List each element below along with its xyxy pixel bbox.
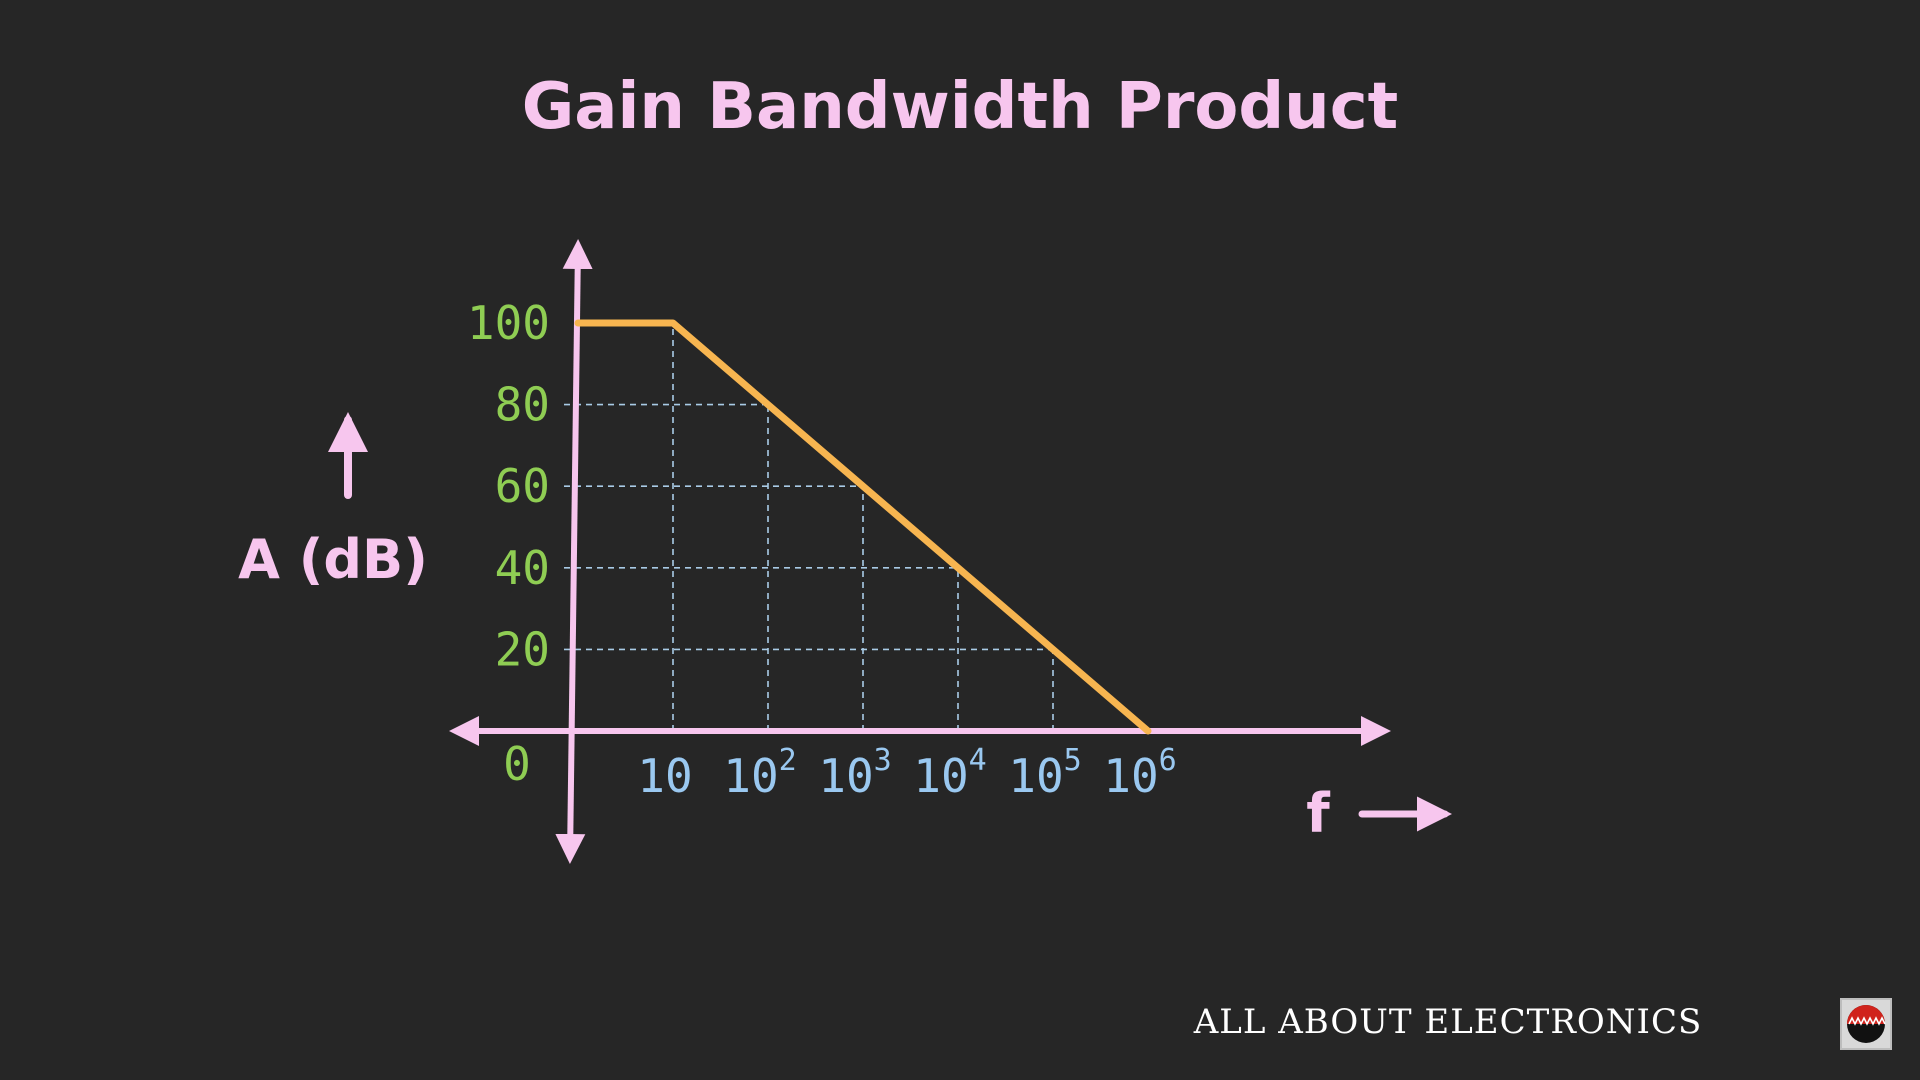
curve-point-6 — [1052, 648, 1054, 650]
x-tick-label-5: 105 — [1008, 743, 1081, 803]
y-tick-label-60: 60 — [495, 459, 550, 513]
brand-text: ALL ABOUT ELECTRONICS — [1193, 1002, 1703, 1042]
x-tick-label-6: 106 — [1103, 743, 1176, 803]
curve-point-1 — [577, 322, 579, 324]
x-tick-label-2: 102 — [723, 743, 796, 803]
curve-point-3 — [767, 404, 769, 406]
x-tick-label-3: 103 — [818, 743, 891, 803]
y-tick-label-40: 40 — [495, 541, 550, 595]
x-tick-label-1: 10 — [637, 749, 692, 803]
sine-wave-logo-icon — [1840, 998, 1892, 1050]
origin-label: 0 — [503, 737, 531, 791]
x-tick-labels: 10 102 103 104 105 106 — [637, 743, 1176, 803]
chart-title: Gain Bandwidth Product — [522, 70, 1399, 144]
curve-point-7 — [1147, 730, 1149, 732]
x-tick-label-4: 104 — [913, 743, 986, 803]
y-tick-labels: 20 40 60 80 100 — [467, 296, 550, 676]
grid-guides — [564, 323, 1054, 731]
y-tick-label-100: 100 — [467, 296, 550, 350]
y-tick-label-20: 20 — [495, 622, 550, 676]
curve-point-2 — [672, 322, 674, 324]
y-tick-label-80: 80 — [495, 378, 550, 432]
gain-curve — [574, 319, 1152, 735]
y-axis-line — [555, 239, 593, 864]
curve-point-5 — [957, 567, 959, 569]
y-axis-label: A (dB) — [238, 528, 428, 591]
x-axis-label: f — [1306, 782, 1330, 845]
curve-point-4 — [862, 485, 864, 487]
